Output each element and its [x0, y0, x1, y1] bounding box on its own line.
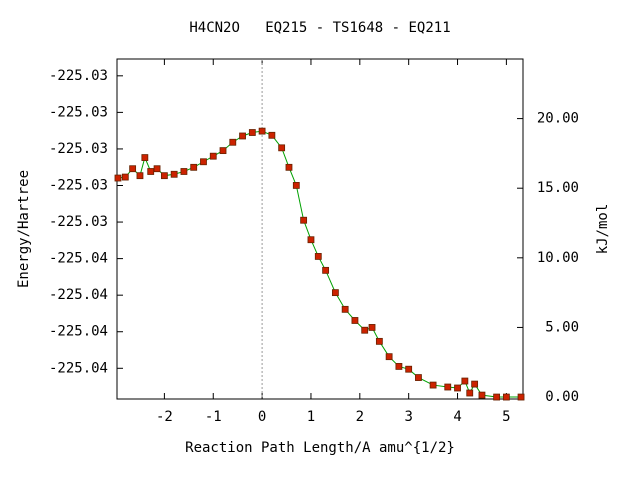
y2-tick-label: 20.00: [537, 111, 579, 127]
point: [136, 172, 144, 180]
y2-tick-label: 10.00: [537, 250, 579, 266]
point: [429, 381, 437, 389]
point: [385, 353, 393, 361]
point: [517, 393, 525, 401]
x-tick-label: 3: [404, 409, 412, 425]
y-tick-label: -225.04: [49, 287, 108, 303]
point: [478, 391, 486, 399]
point: [361, 326, 369, 334]
x-axis-label: Reaction Path Length/A amu^{1/2}: [185, 440, 455, 456]
point: [278, 144, 286, 152]
point: [190, 163, 198, 171]
point: [200, 158, 207, 166]
point: [114, 174, 122, 182]
point: [268, 131, 276, 139]
point: [292, 182, 300, 189]
y-tick-label: -225.03: [49, 214, 108, 230]
point: [285, 163, 293, 171]
point: [147, 168, 155, 175]
y-tick-label: -225.04: [49, 251, 108, 267]
chart-title: H4CN2O EQ215 - TS1648 - EQ211: [189, 20, 450, 36]
point: [395, 363, 403, 370]
point: [368, 324, 376, 331]
x-tick-label: 4: [453, 409, 461, 425]
point: [219, 147, 227, 155]
y-tick-label: -225.04: [49, 360, 108, 376]
point: [129, 165, 137, 173]
point: [239, 132, 246, 140]
point: [493, 393, 501, 401]
y2-tick-label: 5.00: [545, 319, 579, 335]
point: [415, 374, 422, 381]
point: [307, 236, 315, 244]
point: [405, 365, 413, 373]
x-tick-label: 1: [307, 409, 315, 425]
y-tick-label: -225.03: [49, 104, 108, 120]
plot-frame: [116, 58, 524, 400]
point: [141, 154, 149, 161]
x-tick-label: -1: [205, 409, 222, 425]
x-tick-label: 5: [502, 409, 510, 425]
point: [351, 317, 359, 324]
point: [314, 253, 322, 260]
y-tick-label: -225.03: [49, 177, 108, 193]
point: [454, 384, 461, 392]
x-tick-label: 0: [258, 409, 266, 425]
point: [170, 170, 178, 178]
point: [153, 165, 161, 173]
y2-tick-label: 15.00: [537, 180, 579, 196]
point: [331, 289, 339, 297]
x-tick-label: 2: [356, 409, 364, 425]
point: [121, 173, 129, 181]
point: [461, 377, 469, 385]
y-tick-label: -225.04: [49, 324, 108, 340]
point: [229, 138, 237, 146]
point: [375, 337, 383, 345]
point: [300, 216, 308, 224]
point: [180, 168, 188, 175]
point: [258, 127, 266, 135]
point: [466, 389, 474, 397]
point: [444, 383, 452, 391]
y-axis-label: Energy/Hartree: [16, 170, 32, 288]
y-tick-label: -225.03: [49, 68, 108, 84]
point: [322, 266, 330, 274]
point: [209, 152, 217, 160]
point: [341, 305, 349, 313]
point: [471, 380, 479, 388]
x-tick-label: -2: [156, 409, 173, 425]
point: [160, 172, 168, 180]
point: [502, 393, 510, 401]
y2-tick-label: 0.00: [545, 389, 579, 405]
y2-axis-label: kJ/mol: [595, 204, 611, 255]
y-tick-label: -225.03: [49, 141, 108, 157]
point: [248, 129, 256, 136]
energy-line: [117, 130, 522, 398]
